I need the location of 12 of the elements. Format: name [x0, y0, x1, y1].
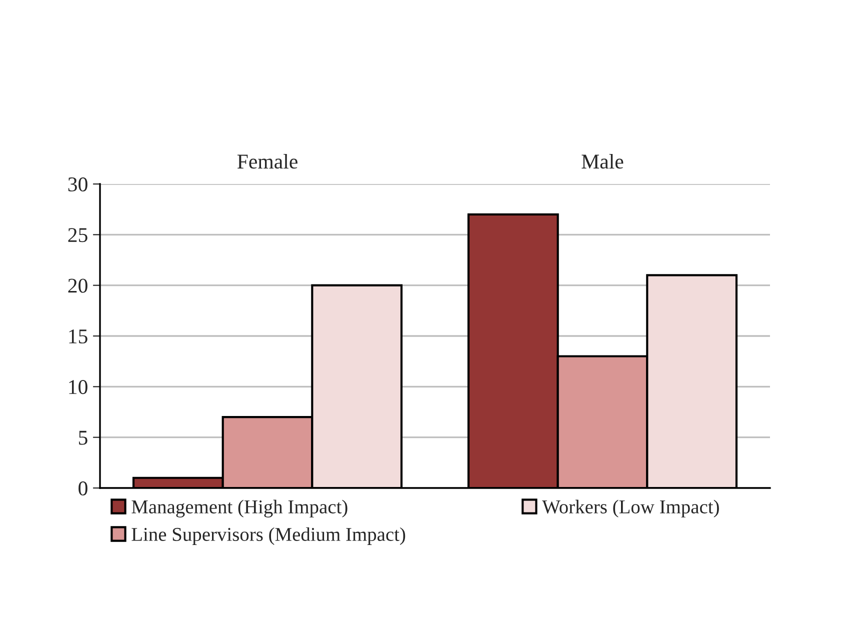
y-tick-label: 25	[68, 228, 88, 242]
y-tick-label: 10	[69, 380, 88, 394]
y-tick-label: 5	[78, 430, 88, 445]
x-tick-label: Female	[237, 154, 298, 169]
x-tick-label: Male	[582, 154, 624, 169]
legend-label: Workers (Low Impact)	[542, 500, 719, 518]
legend-label: Management (High Impact)	[132, 500, 348, 518]
y-tick-label: 0	[78, 481, 88, 496]
legend-label: Line Supervisors (Medium Impact)	[132, 527, 406, 545]
y-tick-label: 20	[68, 278, 88, 293]
y-tick-label: 30	[68, 177, 88, 192]
y-tick-label: 15	[69, 329, 88, 344]
